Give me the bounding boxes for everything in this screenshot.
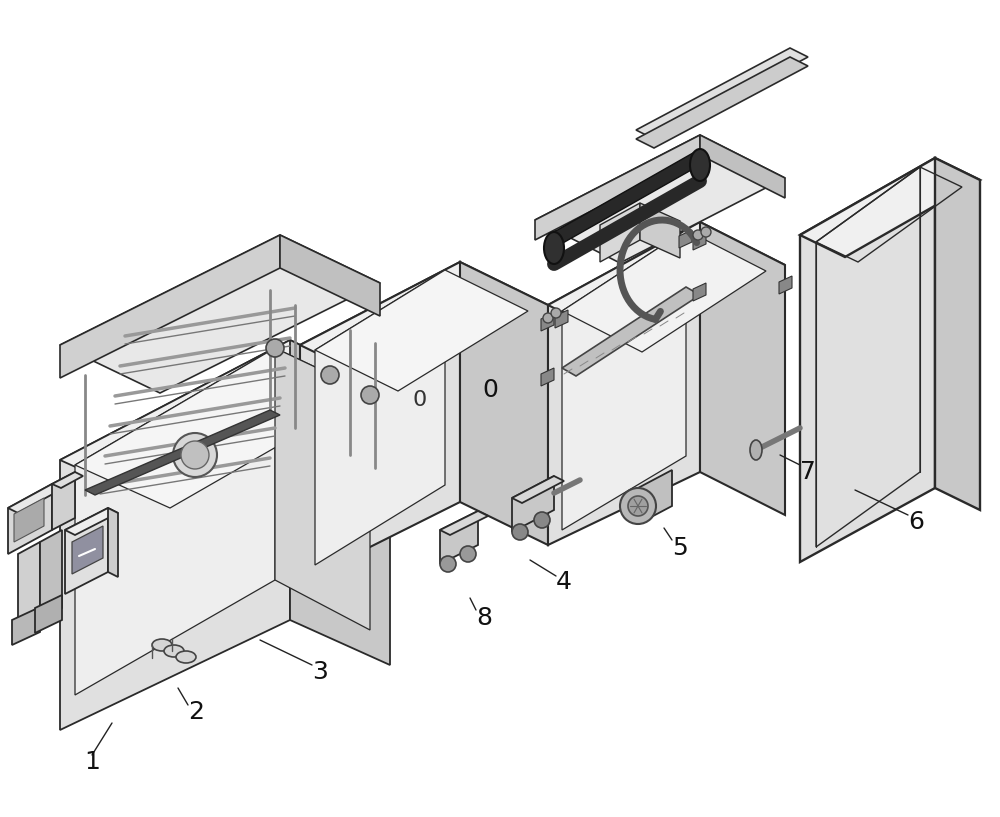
- Polygon shape: [8, 484, 52, 554]
- Polygon shape: [300, 262, 548, 388]
- Polygon shape: [638, 470, 672, 524]
- Text: 6: 6: [908, 510, 924, 534]
- Circle shape: [321, 366, 339, 384]
- Polygon shape: [280, 235, 380, 316]
- Polygon shape: [512, 476, 554, 532]
- Polygon shape: [460, 262, 548, 545]
- Circle shape: [628, 496, 648, 516]
- Polygon shape: [8, 484, 62, 513]
- Circle shape: [620, 488, 656, 524]
- Ellipse shape: [690, 149, 710, 181]
- Text: 2: 2: [188, 700, 204, 724]
- Ellipse shape: [152, 639, 172, 651]
- Text: 0: 0: [482, 378, 498, 402]
- Polygon shape: [541, 368, 554, 386]
- Polygon shape: [700, 222, 785, 515]
- Polygon shape: [640, 203, 680, 258]
- Polygon shape: [512, 476, 564, 503]
- Polygon shape: [108, 508, 118, 577]
- Polygon shape: [562, 287, 700, 376]
- Text: 3: 3: [312, 660, 328, 684]
- Polygon shape: [35, 595, 62, 633]
- Polygon shape: [12, 607, 40, 645]
- Circle shape: [266, 339, 284, 357]
- Polygon shape: [636, 48, 808, 139]
- Ellipse shape: [750, 440, 762, 460]
- Ellipse shape: [544, 232, 564, 264]
- Polygon shape: [562, 230, 766, 352]
- Circle shape: [543, 313, 553, 323]
- Polygon shape: [52, 472, 83, 488]
- Polygon shape: [275, 348, 370, 630]
- Polygon shape: [779, 276, 792, 294]
- Polygon shape: [935, 158, 980, 510]
- Polygon shape: [75, 348, 370, 508]
- Text: 8: 8: [476, 606, 492, 630]
- Circle shape: [693, 230, 703, 240]
- Circle shape: [512, 524, 528, 540]
- Polygon shape: [52, 472, 75, 530]
- Text: 7: 7: [800, 460, 816, 484]
- Polygon shape: [548, 222, 700, 545]
- Polygon shape: [693, 283, 706, 301]
- Polygon shape: [60, 340, 390, 505]
- Polygon shape: [40, 530, 62, 620]
- Polygon shape: [800, 158, 935, 562]
- Polygon shape: [541, 313, 554, 331]
- Circle shape: [361, 386, 379, 404]
- Circle shape: [534, 512, 550, 528]
- Polygon shape: [60, 235, 280, 378]
- Polygon shape: [548, 222, 785, 348]
- Polygon shape: [315, 270, 445, 565]
- Polygon shape: [679, 230, 692, 248]
- Polygon shape: [290, 340, 390, 665]
- Polygon shape: [535, 135, 785, 263]
- Polygon shape: [72, 526, 103, 574]
- Polygon shape: [60, 340, 290, 730]
- Ellipse shape: [176, 651, 196, 663]
- Polygon shape: [315, 270, 528, 391]
- Circle shape: [551, 308, 561, 318]
- Polygon shape: [440, 511, 478, 564]
- Circle shape: [440, 556, 456, 572]
- Polygon shape: [554, 149, 700, 248]
- Text: 1: 1: [84, 750, 100, 774]
- Polygon shape: [85, 410, 280, 495]
- Polygon shape: [65, 508, 108, 594]
- Polygon shape: [18, 542, 40, 632]
- Polygon shape: [600, 203, 640, 262]
- Polygon shape: [14, 498, 44, 542]
- Polygon shape: [636, 57, 808, 148]
- Polygon shape: [60, 235, 380, 393]
- Circle shape: [460, 546, 476, 562]
- Polygon shape: [800, 158, 980, 257]
- Text: 4: 4: [556, 570, 572, 594]
- Circle shape: [181, 441, 209, 469]
- Text: 5: 5: [672, 536, 688, 560]
- Polygon shape: [535, 135, 700, 240]
- Ellipse shape: [164, 645, 184, 657]
- Circle shape: [173, 433, 217, 477]
- Text: 0: 0: [413, 390, 427, 410]
- Polygon shape: [75, 348, 275, 695]
- Polygon shape: [693, 232, 706, 250]
- Polygon shape: [700, 135, 785, 198]
- Polygon shape: [65, 508, 118, 535]
- Polygon shape: [562, 230, 686, 530]
- Circle shape: [701, 227, 711, 237]
- Polygon shape: [300, 262, 460, 582]
- Polygon shape: [440, 511, 488, 535]
- Polygon shape: [555, 310, 568, 328]
